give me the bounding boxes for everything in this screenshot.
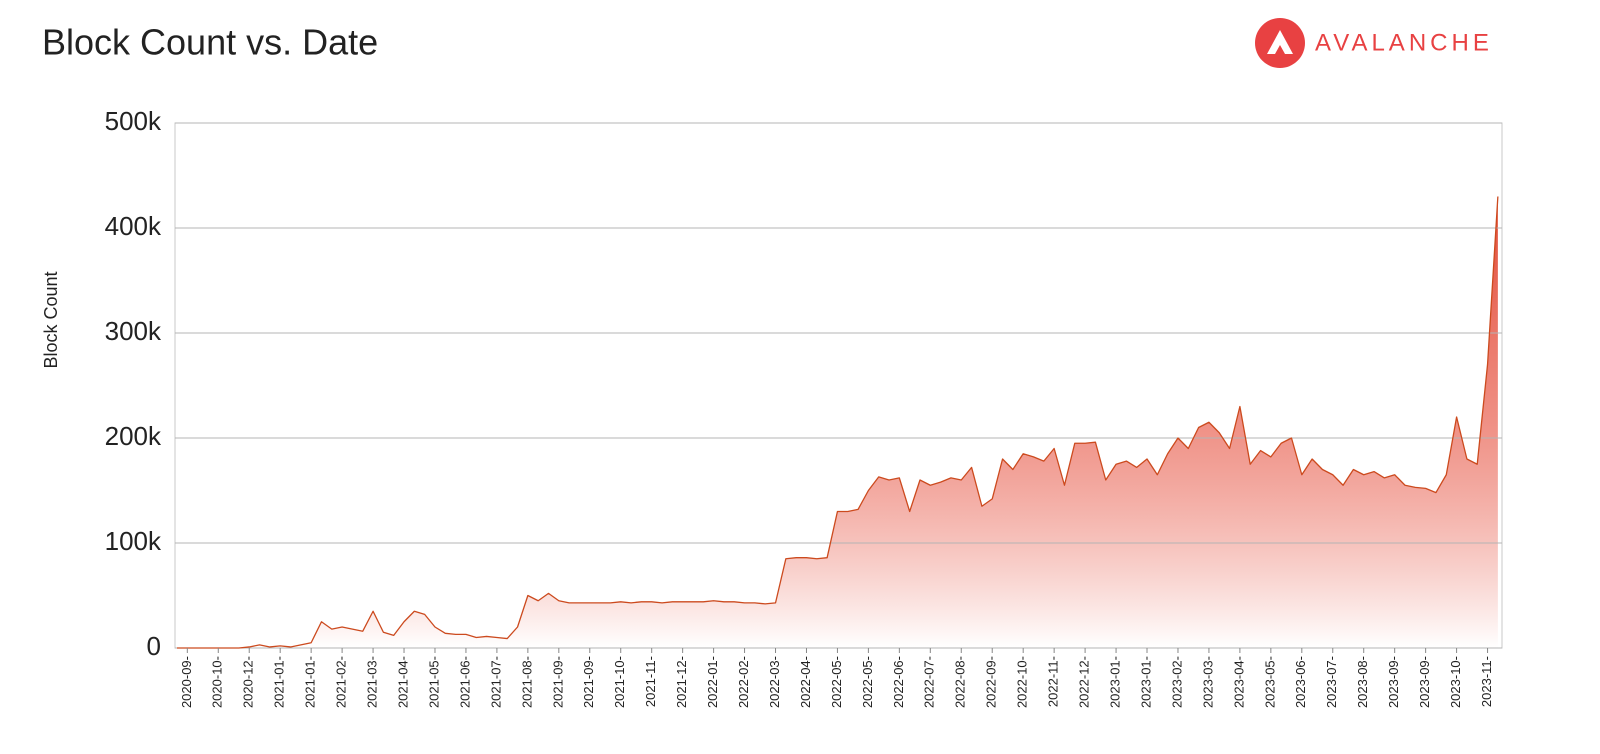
x-tick-label: 2022-01-: [705, 656, 720, 708]
y-tick-label: 0: [147, 631, 161, 661]
x-tick-label: 2021-09-: [581, 656, 596, 708]
x-tick-label: 2023-04-: [1231, 656, 1246, 708]
y-tick-label: 500k: [105, 106, 162, 136]
x-tick-label: 2021-04-: [395, 656, 410, 708]
x-tick-label: 2023-06-: [1293, 656, 1308, 708]
x-tick-label: 2022-08-: [953, 656, 968, 708]
x-tick-label: 2021-07-: [488, 656, 503, 708]
x-tick-label: 2023-01-: [1107, 656, 1122, 708]
x-tick-label: 2023-05-: [1262, 656, 1277, 708]
y-tick-label: 400k: [105, 211, 162, 241]
logo-glyph: [1267, 30, 1293, 54]
x-tick-label: 2022-02-: [736, 656, 751, 708]
x-tick-label: 2021-01-: [272, 656, 287, 708]
x-tick-label: 2023-03-: [1200, 656, 1215, 708]
y-tick-label: 300k: [105, 316, 162, 346]
x-tick-label: 2023-02-: [1169, 656, 1184, 708]
x-tick-label: 2021-01-: [303, 656, 318, 708]
x-tick-label: 2023-09-: [1386, 656, 1401, 708]
x-tick-label: 2022-04-: [798, 656, 813, 708]
x-tick-label: 2023-11-: [1479, 656, 1494, 707]
x-tick-label: 2022-03-: [767, 656, 782, 708]
x-tick-label: 2022-09-: [984, 656, 999, 708]
x-tick-label: 2021-06-: [457, 656, 472, 708]
area: [177, 196, 1498, 648]
x-tick-label: 2022-11-: [1046, 656, 1061, 707]
y-tick-label: 200k: [105, 421, 162, 451]
x-tick-label: 2021-03-: [365, 656, 380, 708]
x-tick-label: 2023-07-: [1324, 656, 1339, 708]
line: [177, 196, 1499, 649]
x-tick-label: 2021-05-: [426, 656, 441, 708]
x-tick-label: 2021-02-: [334, 656, 349, 708]
x-tick-label: 2022-05-: [860, 656, 875, 708]
x-tick-label: 2021-10-: [612, 656, 627, 708]
x-tick-label: 2022-05-: [829, 656, 844, 708]
x-tick-label: 2023-10-: [1448, 656, 1463, 708]
y-tick-label: 100k: [105, 526, 162, 556]
x-tick-label: 2022-06-: [891, 656, 906, 708]
x-tick-label: 2022-10-: [1015, 656, 1030, 708]
x-tick-label: 2021-11-: [643, 656, 658, 707]
x-tick-label: 2020-09-: [179, 656, 194, 708]
plot-area: 0 100k 200k 300k 400k 500k 2020-09- 2020-10- 202…: [105, 106, 1503, 708]
x-tick-label: 2021-12-: [674, 656, 689, 708]
y-axis-label: Block Count: [41, 271, 61, 368]
chart-title: Block Count vs. Date: [42, 22, 378, 63]
logo-text: AVALANCHE: [1315, 29, 1493, 56]
x-tick-label: 2021-09-: [550, 656, 565, 708]
x-tick-label: 2023-09-: [1417, 656, 1432, 708]
x-tick-label: 2022-07-: [922, 656, 937, 708]
logo: AVALANCHE: [1255, 18, 1493, 68]
x-tick-label: 2020-10-: [210, 656, 225, 708]
x-tick-label: 2023-01-: [1138, 656, 1153, 708]
x-tick-label: 2021-08-: [519, 656, 534, 708]
x-tick-label: 2022-12-: [1077, 656, 1092, 708]
x-tick-label: 2023-08-: [1355, 656, 1370, 708]
x-tick-label: 2020-12-: [241, 656, 256, 708]
